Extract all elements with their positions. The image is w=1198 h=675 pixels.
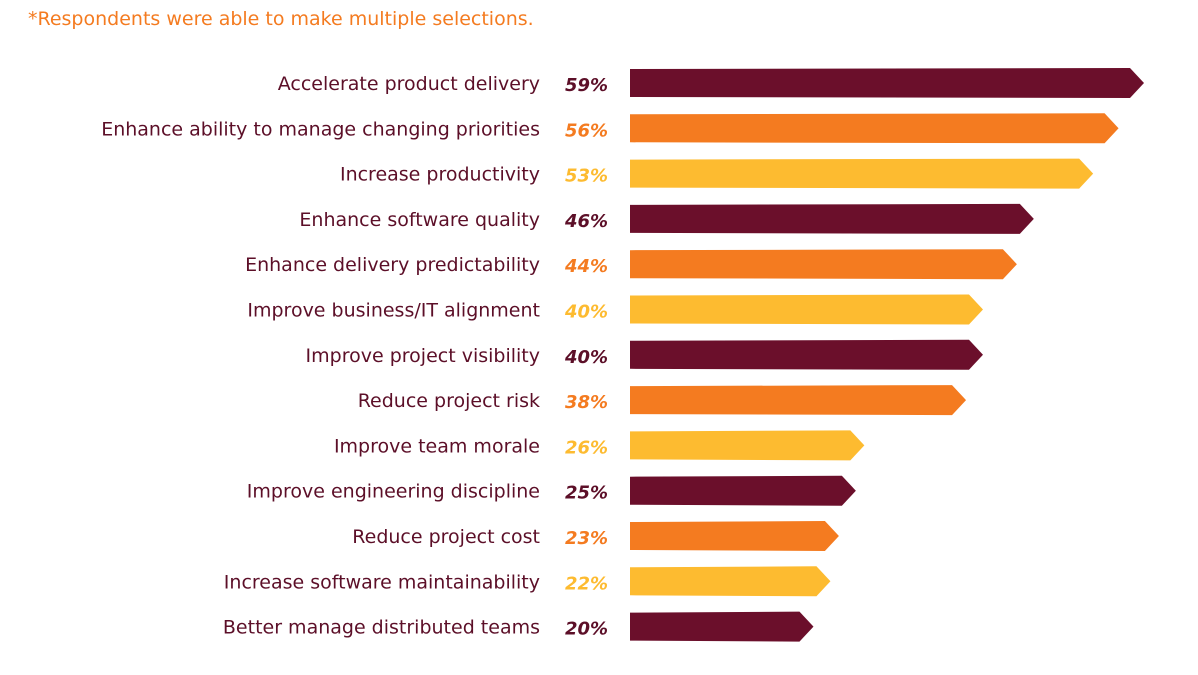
value-label: 26%	[565, 437, 608, 458]
bar	[630, 430, 865, 461]
category-label: Improve engineering discipline	[247, 481, 540, 503]
bar	[630, 113, 1119, 144]
value-label: 53%	[565, 166, 608, 187]
category-label: Increase software maintainability	[224, 571, 540, 593]
bar	[630, 521, 839, 551]
bar	[630, 385, 967, 416]
bar	[630, 249, 1017, 280]
bar	[630, 294, 983, 325]
value-label: 46%	[564, 211, 608, 232]
bar	[630, 339, 983, 370]
value-label: 38%	[565, 392, 608, 413]
category-label: Reduce project risk	[358, 390, 540, 412]
category-label: Improve team morale	[334, 435, 540, 457]
category-label: Reduce project cost	[352, 526, 540, 548]
category-label: Enhance ability to manage changing prior…	[101, 118, 540, 140]
bar	[630, 566, 831, 597]
bar	[630, 203, 1034, 234]
value-label: 56%	[565, 120, 608, 141]
value-label: 40%	[564, 347, 608, 368]
category-label: Accelerate product delivery	[278, 73, 540, 95]
bar	[630, 475, 856, 506]
value-label: 59%	[565, 75, 608, 96]
bar	[630, 68, 1144, 98]
value-label: 22%	[565, 573, 608, 594]
value-label: 23%	[565, 528, 608, 549]
category-label: Enhance software quality	[299, 209, 540, 231]
category-label: Improve business/IT alignment	[247, 300, 540, 322]
category-label: Improve project visibility	[306, 345, 540, 367]
value-label: 40%	[564, 302, 608, 323]
value-label: 20%	[565, 619, 608, 640]
category-label: Enhance delivery predictability	[245, 254, 540, 276]
bar	[630, 158, 1094, 189]
category-label: Increase productivity	[340, 164, 540, 186]
category-label: Better manage distributed teams	[223, 617, 540, 639]
chart-footnote: *Respondents were able to make multiple …	[28, 8, 534, 30]
value-label: 44%	[564, 256, 608, 277]
bar	[630, 611, 814, 642]
value-label: 25%	[565, 483, 608, 504]
